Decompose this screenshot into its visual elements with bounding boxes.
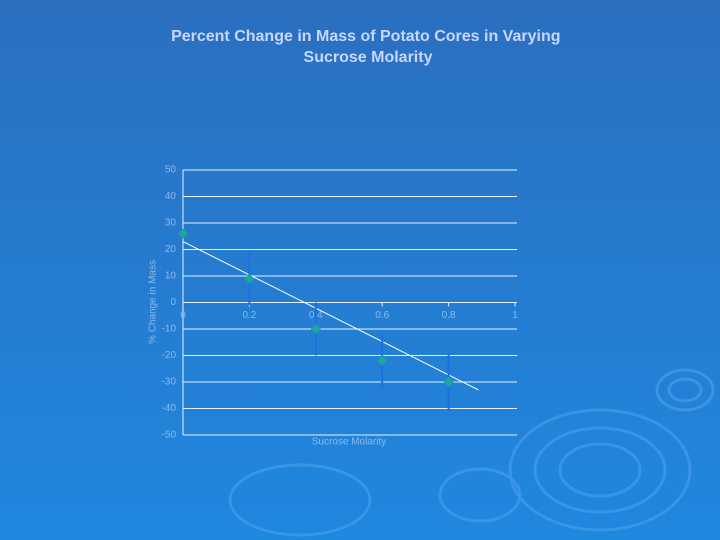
- title-line: Sucrose Molarity: [304, 49, 433, 66]
- x-axis-title: Sucrose Molarity: [312, 437, 386, 448]
- y-tick-label: 40: [165, 191, 177, 202]
- x-tick-label: 0.6: [375, 310, 389, 321]
- ripples: [228, 368, 715, 537]
- x-tick-label: 0.8: [442, 310, 456, 321]
- y-axis-title: % Change in Mass: [148, 260, 159, 344]
- chart-title: Percent Change in Mass of Potato Cores i…: [171, 28, 565, 66]
- plot: -50-40-30-20-100102030405000.20.40.60.81…: [148, 165, 519, 448]
- x-tick-label: 0: [180, 310, 186, 321]
- point: [377, 355, 388, 366]
- point: [244, 273, 255, 284]
- title-line: Percent Change in Mass of Potato Cores i…: [171, 28, 560, 45]
- y-tick-label: 0: [170, 297, 176, 308]
- y-tick-label: -40: [162, 403, 177, 414]
- y-tick-label: -10: [162, 324, 177, 335]
- point: [178, 228, 188, 239]
- point: [443, 377, 454, 387]
- y-tick-label: 50: [165, 165, 177, 176]
- y-tick-label: -50: [162, 430, 177, 441]
- x-tick-label: 0.2: [242, 310, 256, 321]
- y-tick-label: 10: [165, 271, 177, 282]
- y-tick-label: -20: [162, 350, 177, 361]
- y-tick-label: -30: [162, 377, 177, 388]
- trendline: [182, 241, 479, 391]
- y-tick-label: 30: [165, 218, 177, 229]
- x-tick-label: 1: [512, 310, 518, 321]
- point: [310, 324, 321, 334]
- y-tick-label: 20: [165, 244, 177, 255]
